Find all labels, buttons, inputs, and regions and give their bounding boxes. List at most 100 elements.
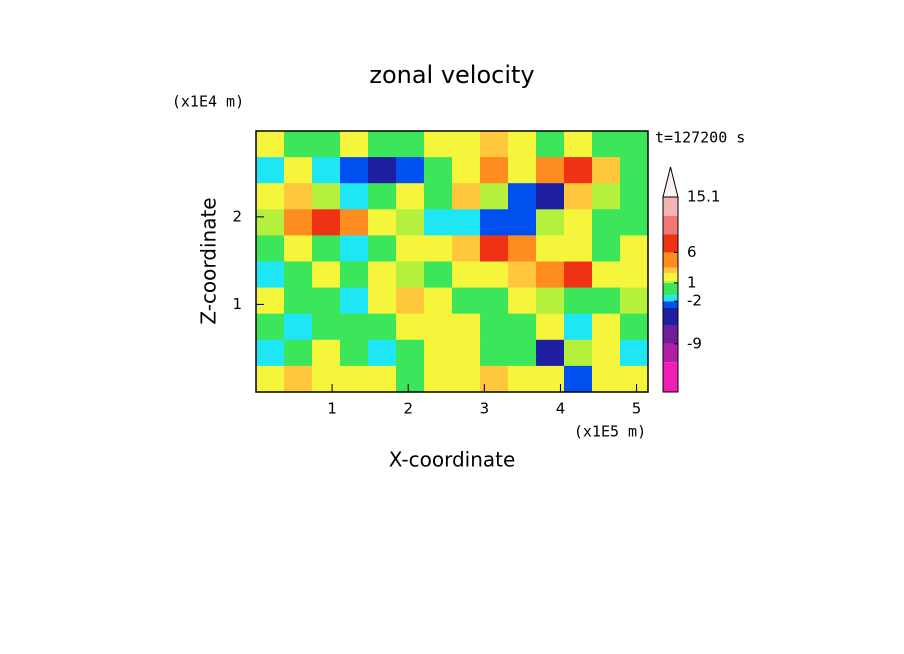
contour-cell [424, 261, 453, 289]
colorbar-tick-label: 6 [687, 243, 697, 261]
x-tick-label: 5 [632, 400, 642, 418]
contour-cell [480, 157, 509, 184]
contour-cell [396, 261, 425, 289]
x-unit: (x1E5 m) [574, 423, 646, 441]
contour-cell [368, 131, 397, 158]
contour-cell [284, 157, 313, 184]
colorbar-tick-label: 1 [687, 273, 697, 291]
contour-cell [536, 131, 565, 158]
contour-cell [564, 261, 593, 289]
contour-cell [284, 235, 313, 262]
contour-cell [536, 157, 565, 184]
contour-cell [256, 157, 285, 184]
contour-cell [564, 183, 593, 210]
contour-cell [312, 313, 341, 341]
contour-cell [508, 287, 537, 315]
contour-cell [256, 339, 285, 367]
contour-cell [564, 339, 593, 367]
contour-cell [508, 261, 537, 289]
contour-cell [368, 339, 397, 367]
contour-cell [564, 235, 593, 262]
time-annotation: t=127200 s [655, 129, 745, 147]
contour-cell [452, 287, 481, 315]
contour-cell [368, 313, 397, 341]
contour-cell [620, 209, 649, 236]
contour-cell [536, 313, 565, 341]
contour-cell [312, 235, 341, 262]
contour-cell [620, 183, 649, 210]
contour-cell [284, 183, 313, 210]
colorbar-segment [663, 307, 678, 326]
contour-cell [452, 313, 481, 341]
contour-cell [312, 209, 341, 236]
contour-cell [536, 261, 565, 289]
contour-cell [480, 235, 509, 262]
contour-cell [564, 157, 593, 184]
contour-cell [564, 287, 593, 315]
colorbar-segment [663, 343, 678, 363]
contour-cell [368, 209, 397, 236]
colorbar-tick-label: 15.1 [687, 188, 720, 206]
contour-cell [564, 131, 593, 158]
x-tick-label: 1 [327, 400, 337, 418]
contour-cell [424, 131, 453, 158]
contour-cell [256, 261, 285, 289]
contour-cell [452, 339, 481, 367]
contour-cell [256, 287, 285, 315]
contour-cell [340, 287, 369, 315]
contour-cell [592, 183, 621, 210]
x-tick-label: 4 [556, 400, 566, 418]
contour-cell [256, 235, 285, 262]
colorbar-segment [663, 281, 678, 283]
contour-cell [396, 209, 425, 236]
contour-cell [312, 365, 341, 393]
contour-cell [396, 131, 425, 158]
contour-cell [312, 183, 341, 210]
contour-cell [340, 131, 369, 158]
contour-cell [424, 339, 453, 367]
colorbar-frame [662, 196, 679, 393]
contour-cell [508, 183, 537, 210]
contour-cell [452, 365, 481, 393]
contour-cell [368, 235, 397, 262]
contour-cell [340, 365, 369, 393]
contour-cell [452, 261, 481, 289]
contour-cell [592, 131, 621, 158]
contour-cell [536, 209, 565, 236]
contour-cell [256, 313, 285, 341]
contour-cell [284, 261, 313, 289]
contour-cell [508, 157, 537, 184]
colorbar-extension [662, 166, 679, 198]
y-tick-label: 1 [232, 295, 242, 313]
contour-cell [312, 287, 341, 315]
contour-cell [340, 183, 369, 210]
contour-cell [620, 235, 649, 262]
contour-cell [620, 313, 649, 341]
contour-cell [508, 313, 537, 341]
contour-cell [592, 235, 621, 262]
contour-cell [340, 235, 369, 262]
contour-cell [256, 209, 285, 236]
contour-cell [396, 183, 425, 210]
contour-cell [620, 157, 649, 184]
chart-title: zonal velocity [369, 61, 534, 89]
contour-cell [424, 183, 453, 210]
contour-cell [368, 287, 397, 315]
contour-cell [536, 287, 565, 315]
contour-cell [340, 209, 369, 236]
contour-cell [424, 365, 453, 393]
contour-cell [480, 261, 509, 289]
contour-cell [340, 157, 369, 184]
contour-cell [396, 365, 425, 393]
contour-cell [284, 287, 313, 315]
contour-cell [284, 131, 313, 158]
contour-cell [620, 365, 649, 393]
contour-cell [536, 183, 565, 210]
colorbar-segment [663, 197, 678, 216]
contour-cell [452, 157, 481, 184]
contour-cell [284, 313, 313, 341]
contour-cell [284, 209, 313, 236]
contour-cell [452, 183, 481, 210]
contour-cell [564, 365, 593, 393]
colorbar-segment [663, 267, 678, 274]
